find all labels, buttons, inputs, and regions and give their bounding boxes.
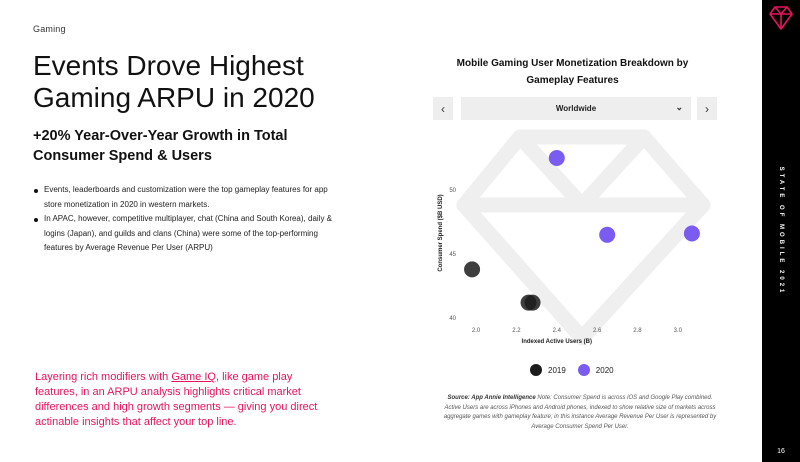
sidebar (762, 0, 800, 462)
section-label: Gaming (33, 24, 66, 34)
legend-item-2019: 2019 (530, 364, 566, 376)
legend-swatch-2019 (530, 364, 542, 376)
x-axis-label: Indexed Active Users (B) (522, 339, 592, 345)
x-tick-label: 3.0 (674, 328, 683, 334)
callout-text: Layering rich modifiers with Game IQ, li… (35, 370, 335, 430)
y-tick-label: 50 (449, 188, 456, 194)
y-tick-label: 45 (449, 252, 456, 258)
chart-title: Mobile Gaming User Monetization Breakdow… (456, 58, 689, 86)
source-label: Source: App Annie Intelligence (447, 395, 536, 401)
x-tick-label: 2.8 (633, 328, 642, 334)
region-dropdown[interactable]: Worldwide ⌄ (461, 97, 691, 120)
bullet-item: Events, leaderboards and customization w… (34, 183, 339, 212)
x-tick-label: 2.2 (512, 328, 521, 334)
page-number: 16 (777, 448, 785, 455)
data-point-2020 (599, 226, 616, 243)
legend-label-2020: 2020 (595, 365, 614, 375)
chevron-down-icon: ⌄ (675, 102, 683, 112)
legend-swatch-2020 (577, 364, 590, 376)
x-tick-label: 2.6 (593, 328, 602, 334)
x-tick-label: 2.4 (553, 328, 562, 334)
chart-marks: 2.0 2.2 2.4 2.6 2.8 3.0 40 45 50 Indexed Active U… (438, 150, 700, 345)
bullet-list: Events, leaderboards and customization w… (34, 183, 339, 256)
y-axis-label: Consumer Spend ($B USD) (438, 194, 444, 271)
next-button[interactable]: › (697, 97, 717, 120)
chevron-right-icon: › (705, 101, 709, 116)
source-note-text: Note: Consumer Spend is across iOS and G… (443, 395, 717, 430)
region-dropdown-value: Worldwide (555, 104, 597, 113)
callout-text-end: , like game play features, in an ARPU an… (35, 371, 318, 428)
data-point-2020 (683, 225, 700, 242)
diamond-watermark (456, 129, 711, 346)
report-title-vertical: STATE OF MOBILE 2021 (778, 166, 784, 296)
bullet-item: In APAC, however, competitive multiplaye… (34, 212, 339, 256)
data-point-2019 (524, 294, 541, 311)
y-tick-label: 40 (449, 316, 456, 322)
chart-legend: 2019 2020 (530, 364, 626, 376)
brand-logo-icon (769, 6, 793, 30)
callout-text-start: Layering rich modifiers with (35, 371, 172, 383)
source-note: Source: App Annie Intelligence Note: Con… (440, 394, 720, 432)
previous-button[interactable]: ‹ (433, 97, 453, 120)
page-subheadline: +20% Year-Over-Year Growth in Total Cons… (33, 128, 288, 164)
data-point-2020 (548, 150, 565, 166)
page-headline: Events Drove Highest Gaming ARPU in 2020 (33, 50, 315, 113)
game-iq-link[interactable]: Game IQ (171, 371, 216, 383)
x-tick-label: 2.0 (472, 328, 481, 334)
data-point-2019 (464, 261, 481, 278)
chevron-left-icon: ‹ (441, 101, 445, 116)
legend-label-2019: 2019 (548, 365, 566, 375)
legend-item-2020: 2020 (577, 364, 614, 376)
